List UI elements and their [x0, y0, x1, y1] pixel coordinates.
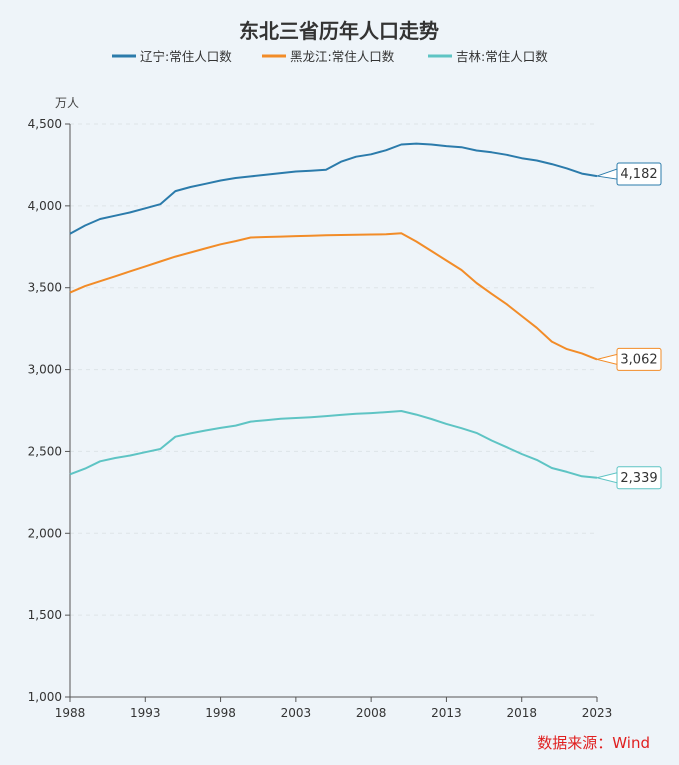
- y-tick-label: 3,000: [28, 363, 62, 377]
- y-tick-label: 1,000: [28, 690, 62, 704]
- y-tick-label: 2,500: [28, 444, 62, 458]
- end-label-pointer: [596, 353, 618, 366]
- source-note: 数据来源：Wind: [537, 734, 650, 752]
- x-tick-label: 2013: [431, 706, 462, 720]
- end-label: 3,062: [620, 352, 657, 367]
- y-tick-label: 3,500: [28, 281, 62, 295]
- end-label-box: [616, 466, 662, 490]
- y-axis-label: 万人: [55, 96, 79, 110]
- y-tick-label: 4,000: [28, 199, 62, 213]
- x-tick-label: 2023: [582, 706, 613, 720]
- x-tick-label: 1998: [205, 706, 236, 720]
- x-tick-label: 2003: [281, 706, 312, 720]
- x-tick-label: 2018: [506, 706, 537, 720]
- series-line-2: [69, 410, 598, 479]
- legend: 辽宁:常住人口数 黑龙江:常住人口数 吉林:常住人口数: [112, 49, 548, 64]
- x-tick-label: 1988: [55, 706, 86, 720]
- end-label-pointer: [596, 168, 618, 180]
- y-tick-label: 2,000: [28, 526, 62, 540]
- x-tick-label: 1993: [130, 706, 161, 720]
- legend-item: 黑龙江:常住人口数: [290, 49, 395, 64]
- series-line-1: [69, 232, 598, 361]
- end-label-box: [616, 162, 662, 186]
- x-tick-label: 2008: [356, 706, 387, 720]
- legend-item: 辽宁:常住人口数: [140, 49, 232, 64]
- end-label: 2,339: [620, 471, 657, 486]
- chart-title: 东北三省历年人口走势: [239, 19, 439, 43]
- legend-item: 吉林:常住人口数: [456, 49, 548, 64]
- y-tick-label: 1,500: [28, 608, 62, 622]
- end-label-box: [616, 347, 662, 371]
- end-label-pointer: [596, 472, 618, 484]
- series-line-0: [69, 142, 598, 235]
- end-label: 4,182: [620, 167, 657, 182]
- y-tick-label: 4,500: [28, 117, 62, 131]
